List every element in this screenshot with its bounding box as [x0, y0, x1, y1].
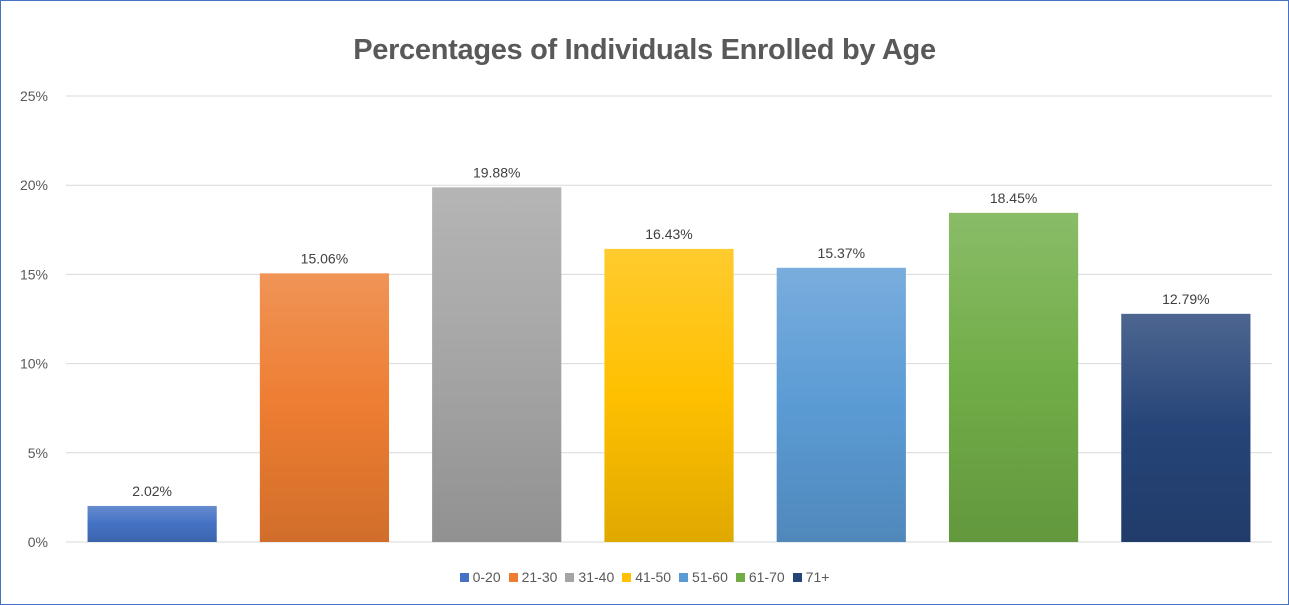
legend-label: 51-60: [692, 569, 728, 585]
legend-label: 71+: [805, 569, 830, 585]
legend-swatch: [792, 572, 802, 582]
bar-41-50: [604, 248, 734, 542]
legend-item: 51-60: [679, 569, 728, 585]
legend-label: 41-50: [635, 569, 672, 585]
legend-item: 41-50: [622, 569, 671, 585]
bar-0-20: [87, 505, 217, 542]
legend-swatch: [735, 572, 745, 582]
data-label: 18.45%: [990, 190, 1037, 206]
data-label: 15.37%: [818, 245, 865, 261]
chart-legend: 0-20 21-30 31-40 41-50 51-60 61-70 71+: [0, 569, 1289, 585]
y-tick-label: 5%: [28, 445, 48, 461]
legend-item: 31-40: [565, 569, 614, 585]
legend-item: 0-20: [459, 569, 501, 585]
chart-title: Percentages of Individuals Enrolled by A…: [353, 34, 936, 66]
legend-swatch: [565, 572, 575, 582]
legend-item: 71+: [792, 569, 830, 585]
data-label: 15.06%: [301, 250, 348, 266]
y-tick-label: 20%: [20, 177, 48, 193]
legend-item: 21-30: [508, 569, 558, 585]
y-tick-label: 15%: [20, 266, 48, 282]
data-label: 12.79%: [1162, 291, 1209, 307]
legend-item: 61-70: [735, 569, 785, 585]
y-tick-label: 25%: [20, 88, 48, 104]
legend-swatch: [459, 572, 469, 582]
legend-label: 61-70: [748, 569, 785, 585]
legend-label: 31-40: [578, 569, 615, 585]
bar-31-40: [432, 187, 562, 542]
y-tick-label: 0%: [28, 534, 48, 550]
bar-51-60: [776, 267, 906, 542]
legend-label: 0-20: [472, 569, 501, 585]
data-label: 19.88%: [473, 164, 520, 180]
data-label: 16.43%: [645, 226, 692, 242]
data-label: 2.02%: [132, 483, 172, 499]
bar-61-70: [948, 212, 1079, 543]
y-tick-label: 10%: [20, 356, 48, 372]
legend-swatch: [508, 572, 518, 582]
legend-swatch: [622, 572, 632, 582]
bar-71+: [1121, 313, 1251, 542]
legend-label: 21-30: [521, 569, 558, 585]
legend-swatch: [679, 572, 689, 582]
bar-21-30: [259, 273, 390, 542]
